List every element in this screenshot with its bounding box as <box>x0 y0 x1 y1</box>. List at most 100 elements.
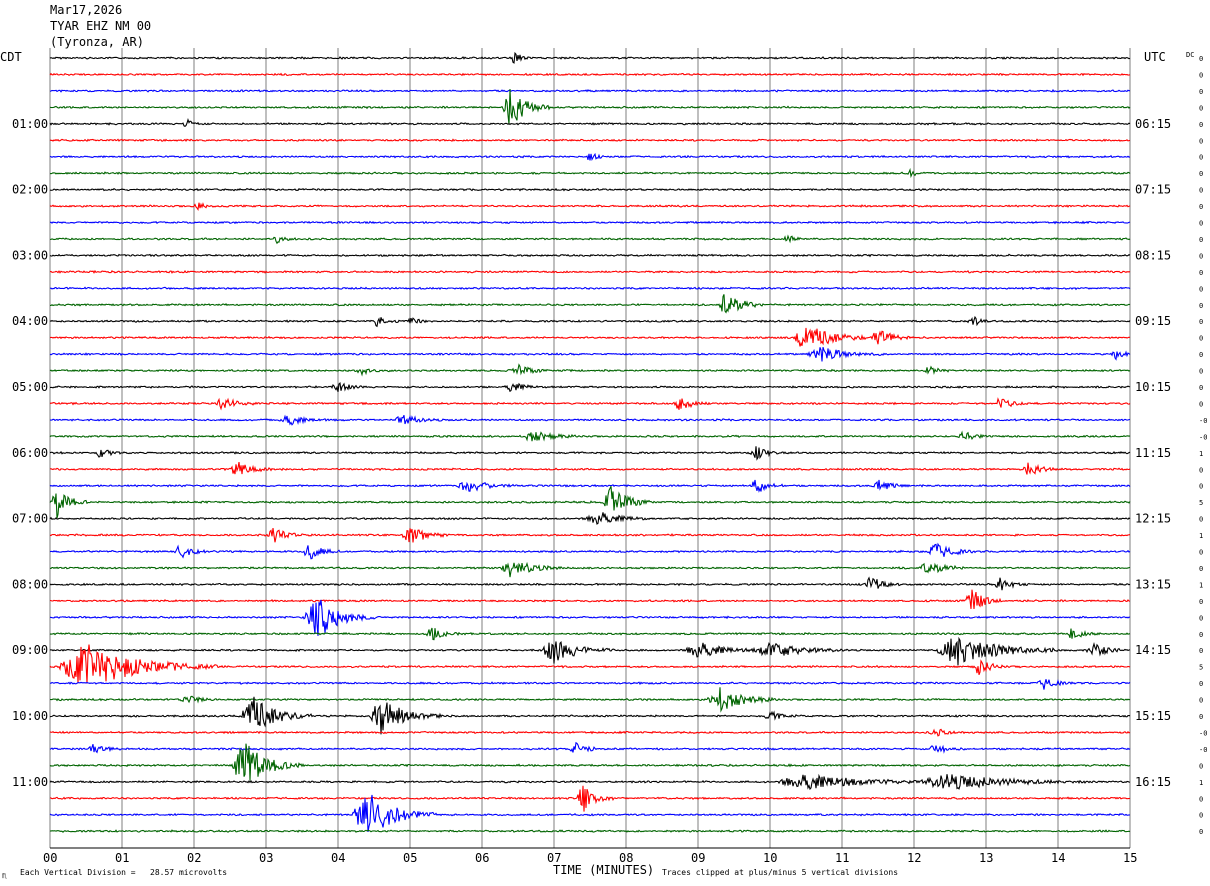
right-hour-label: 12:15 <box>1135 512 1171 526</box>
left-hour-label: 05:00 <box>12 380 48 394</box>
trace-line <box>50 687 1131 713</box>
trace-line <box>49 485 1131 519</box>
trace-line <box>49 167 1131 179</box>
dc-offset-label: 0 <box>1199 812 1203 820</box>
dc-offset-label: 0 <box>1199 384 1203 392</box>
minute-grid <box>49 48 1131 849</box>
dc-offset-label: 0 <box>1199 318 1203 326</box>
corner-mark: ♏ <box>2 871 7 880</box>
x-tick-label: 11 <box>835 851 849 865</box>
trace-line <box>49 512 1131 525</box>
trace-line <box>49 627 1131 641</box>
dc-offset-label: 0 <box>1199 104 1203 112</box>
dc-offset-label: 0 <box>1199 351 1203 359</box>
dc-offset-label: 0 <box>1199 598 1203 606</box>
right-hour-label: 09:15 <box>1135 314 1171 328</box>
header-date: Mar17,2026 <box>50 3 123 17</box>
trace-line <box>49 785 1131 812</box>
dc-offset-label: 0 <box>1199 55 1203 63</box>
trace-line <box>49 152 1131 162</box>
trace-line <box>49 462 1131 475</box>
dc-offset-label: -0 <box>1199 417 1207 425</box>
trace-line <box>49 397 1131 411</box>
left-hour-label: 08:00 <box>12 577 48 591</box>
dc-offset-label: 0 <box>1199 170 1203 178</box>
trace-line <box>49 741 1131 754</box>
x-tick-label: 02 <box>187 851 201 865</box>
trace-line <box>49 743 1131 781</box>
x-tick-label: 10 <box>763 851 777 865</box>
right-hour-label: 07:15 <box>1135 183 1171 197</box>
trace-line <box>49 414 1131 426</box>
x-tick-label: 12 <box>907 851 921 865</box>
dc-offset-label: 0 <box>1199 516 1203 524</box>
trace-line <box>49 202 1131 211</box>
x-tick-label: 08 <box>619 851 633 865</box>
label-group: 00 01 02 03 04 05 06 07 08 09 10 11 12 13 14 1500000000… <box>12 55 1207 865</box>
trace-line <box>49 446 1131 461</box>
left-hour-label: 06:00 <box>12 446 48 460</box>
right-zone-label: UTC <box>1144 50 1166 64</box>
dc-offset-label: 0 <box>1199 236 1203 244</box>
right-hour-label: 16:15 <box>1135 775 1171 789</box>
dc-offset-label: 5 <box>1199 664 1203 672</box>
trace-line <box>49 269 1131 274</box>
dc-offset-label: 0 <box>1199 795 1203 803</box>
dc-offset-label: -0 <box>1199 433 1207 441</box>
dc-offset-label: 0 <box>1199 466 1203 474</box>
trace-line <box>49 589 1131 610</box>
trace-line <box>49 187 1130 192</box>
dc-offset-label: 0 <box>1199 368 1203 376</box>
trace-line <box>50 294 1131 314</box>
left-zone-label: CDT <box>0 50 22 64</box>
dc-offset-label: 0 <box>1199 713 1203 721</box>
dc-offset-label: 0 <box>1199 335 1203 343</box>
dc-offset-label: 0 <box>1199 220 1203 228</box>
vertical-division-note: Each Vertical Division = 28.57 microvolt… <box>20 868 228 877</box>
trace-line <box>49 253 1131 258</box>
trace-line <box>49 327 1131 347</box>
dc-offset-label: 0 <box>1199 121 1203 129</box>
x-tick-label: 09 <box>691 851 705 865</box>
x-axis-label: TIME (MINUTES) <box>553 863 654 877</box>
right-hour-label: 10:15 <box>1135 380 1171 394</box>
trace-line <box>49 479 1131 493</box>
left-hour-label: 04:00 <box>12 314 48 328</box>
trace-line <box>49 679 1131 690</box>
right-hour-label: 13:15 <box>1135 577 1171 591</box>
dc-offset-label: 5 <box>1199 499 1203 507</box>
dc-offset-label: 0 <box>1199 203 1203 211</box>
trace-line <box>49 561 1131 578</box>
trace-line <box>49 696 1131 735</box>
trace-line <box>49 636 1131 666</box>
trace-line <box>49 315 1131 328</box>
trace-line <box>49 430 1131 442</box>
dc-offset-label: 1 <box>1199 532 1203 540</box>
x-tick-label: 01 <box>115 851 129 865</box>
dc-offset-label: 0 <box>1199 549 1203 557</box>
right-hour-label: 11:15 <box>1135 446 1171 460</box>
dc-offset-label: 0 <box>1199 285 1203 293</box>
dc-offset-label: 0 <box>1199 697 1203 705</box>
trace-line <box>49 542 1131 560</box>
trace-line <box>49 728 1131 737</box>
trace-line <box>49 347 1131 362</box>
dc-offset-label: -0 <box>1199 746 1207 754</box>
trace-line <box>49 234 1131 245</box>
trace-line <box>49 118 1131 127</box>
dc-offset-label: 0 <box>1199 252 1203 260</box>
x-tick-label: 06 <box>475 851 489 865</box>
left-hour-label: 11:00 <box>12 775 48 789</box>
x-tick-label: 15 <box>1123 851 1137 865</box>
trace-line <box>49 599 1131 636</box>
x-tick-label: 14 <box>1051 851 1065 865</box>
right-hour-label: 15:15 <box>1135 709 1171 723</box>
trace-line <box>50 381 1131 393</box>
trace-line <box>49 138 1131 143</box>
trace-line <box>49 528 1131 543</box>
dc-offset-label: 0 <box>1199 647 1203 655</box>
dc-offset-label: 0 <box>1199 137 1203 145</box>
dc-offset-label: 1 <box>1199 450 1203 458</box>
dc-offset-label: 0 <box>1199 631 1203 639</box>
